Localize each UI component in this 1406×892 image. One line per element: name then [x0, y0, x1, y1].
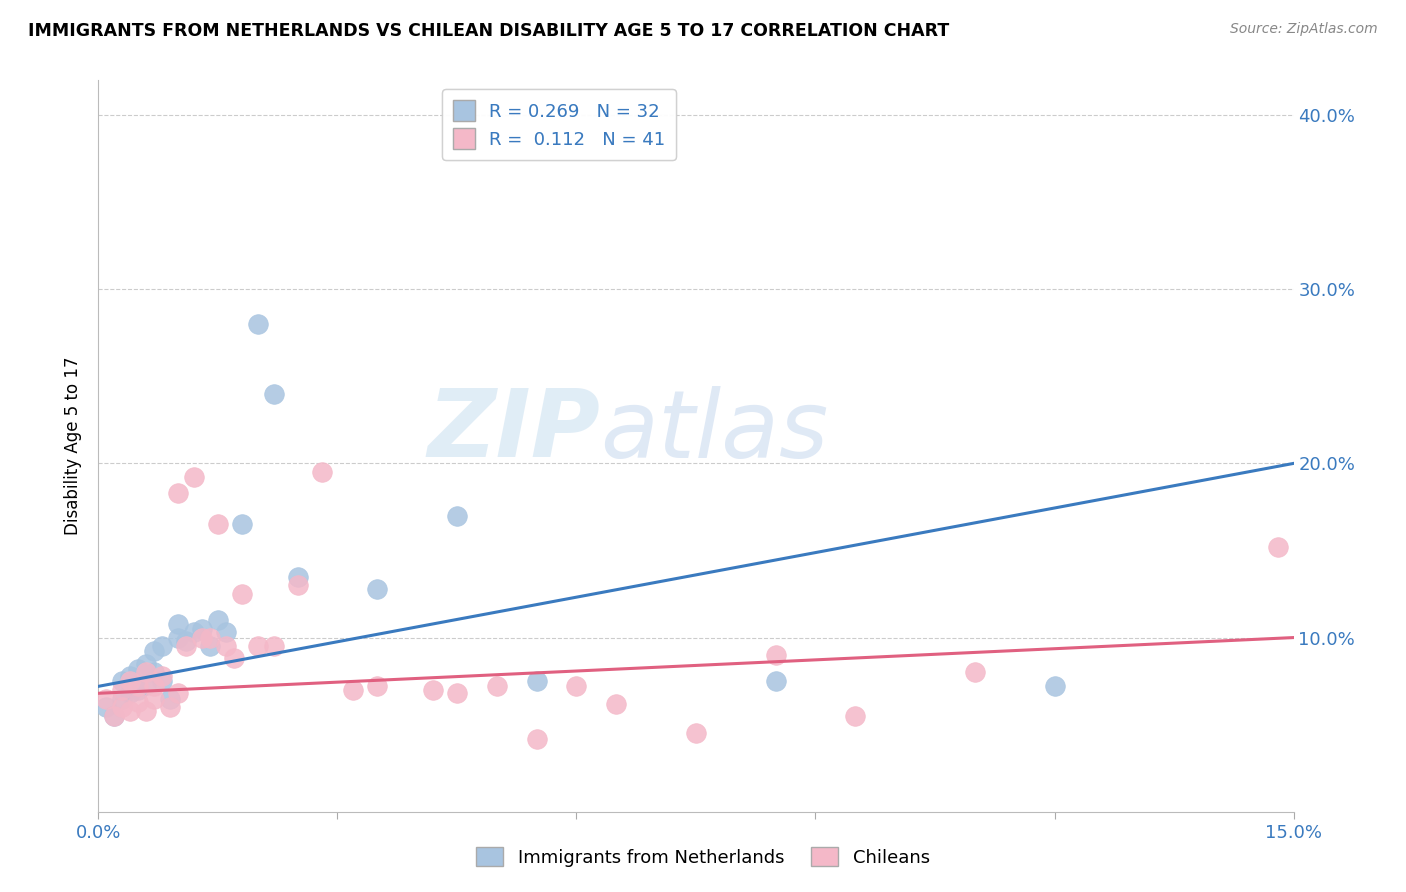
- Text: IMMIGRANTS FROM NETHERLANDS VS CHILEAN DISABILITY AGE 5 TO 17 CORRELATION CHART: IMMIGRANTS FROM NETHERLANDS VS CHILEAN D…: [28, 22, 949, 40]
- Point: [120, 704, 142, 718]
- Point: [191, 631, 214, 645]
- Text: Source: ZipAtlas.com: Source: ZipAtlas.com: [1230, 22, 1378, 37]
- Point: [1267, 540, 1289, 554]
- Point: [167, 616, 190, 631]
- Point: [159, 700, 181, 714]
- Point: [103, 709, 125, 723]
- Point: [311, 465, 333, 479]
- Point: [526, 674, 548, 689]
- Point: [231, 517, 253, 532]
- Point: [231, 587, 253, 601]
- Point: [111, 674, 134, 689]
- Point: [263, 640, 285, 654]
- Point: [191, 622, 214, 636]
- Point: [565, 679, 588, 693]
- Point: [120, 686, 142, 700]
- Point: [207, 517, 229, 532]
- Point: [963, 665, 986, 680]
- Point: [96, 700, 118, 714]
- Point: [215, 640, 238, 654]
- Point: [263, 386, 285, 401]
- Point: [366, 582, 388, 596]
- Point: [127, 662, 149, 676]
- Point: [135, 704, 157, 718]
- Text: atlas: atlas: [600, 386, 828, 477]
- Point: [111, 691, 134, 706]
- Point: [96, 691, 118, 706]
- Point: [150, 674, 173, 689]
- Point: [167, 631, 190, 645]
- Point: [135, 665, 157, 680]
- Point: [167, 486, 190, 500]
- Legend: Immigrants from Netherlands, Chileans: Immigrants from Netherlands, Chileans: [468, 840, 938, 874]
- Point: [111, 682, 134, 697]
- Point: [765, 648, 787, 662]
- Point: [198, 640, 221, 654]
- Point: [111, 700, 134, 714]
- Point: [183, 625, 205, 640]
- Point: [135, 677, 157, 691]
- Point: [120, 674, 142, 689]
- Point: [207, 613, 229, 627]
- Point: [287, 569, 309, 583]
- Point: [446, 508, 468, 523]
- Point: [127, 682, 149, 697]
- Point: [526, 731, 548, 746]
- Point: [1043, 679, 1066, 693]
- Point: [127, 679, 149, 693]
- Text: ZIP: ZIP: [427, 385, 600, 477]
- Point: [174, 640, 197, 654]
- Point: [605, 697, 627, 711]
- Legend: R = 0.269   N = 32, R =  0.112   N = 41: R = 0.269 N = 32, R = 0.112 N = 41: [441, 89, 676, 160]
- Point: [150, 640, 173, 654]
- Point: [485, 679, 508, 693]
- Point: [198, 631, 221, 645]
- Point: [844, 709, 866, 723]
- Point: [174, 634, 197, 648]
- Point: [215, 625, 238, 640]
- Point: [143, 665, 166, 680]
- Point: [159, 691, 181, 706]
- Point: [685, 726, 707, 740]
- Point: [143, 679, 166, 693]
- Point: [366, 679, 388, 693]
- Point: [120, 669, 142, 683]
- Point: [422, 682, 444, 697]
- Point: [246, 317, 269, 331]
- Point: [135, 657, 157, 671]
- Point: [143, 644, 166, 658]
- Point: [150, 669, 173, 683]
- Point: [127, 695, 149, 709]
- Point: [287, 578, 309, 592]
- Point: [167, 686, 190, 700]
- Point: [143, 691, 166, 706]
- Point: [103, 709, 125, 723]
- Point: [342, 682, 364, 697]
- Point: [446, 686, 468, 700]
- Point: [765, 674, 787, 689]
- Point: [222, 651, 245, 665]
- Y-axis label: Disability Age 5 to 17: Disability Age 5 to 17: [65, 357, 83, 535]
- Point: [246, 640, 269, 654]
- Point: [183, 470, 205, 484]
